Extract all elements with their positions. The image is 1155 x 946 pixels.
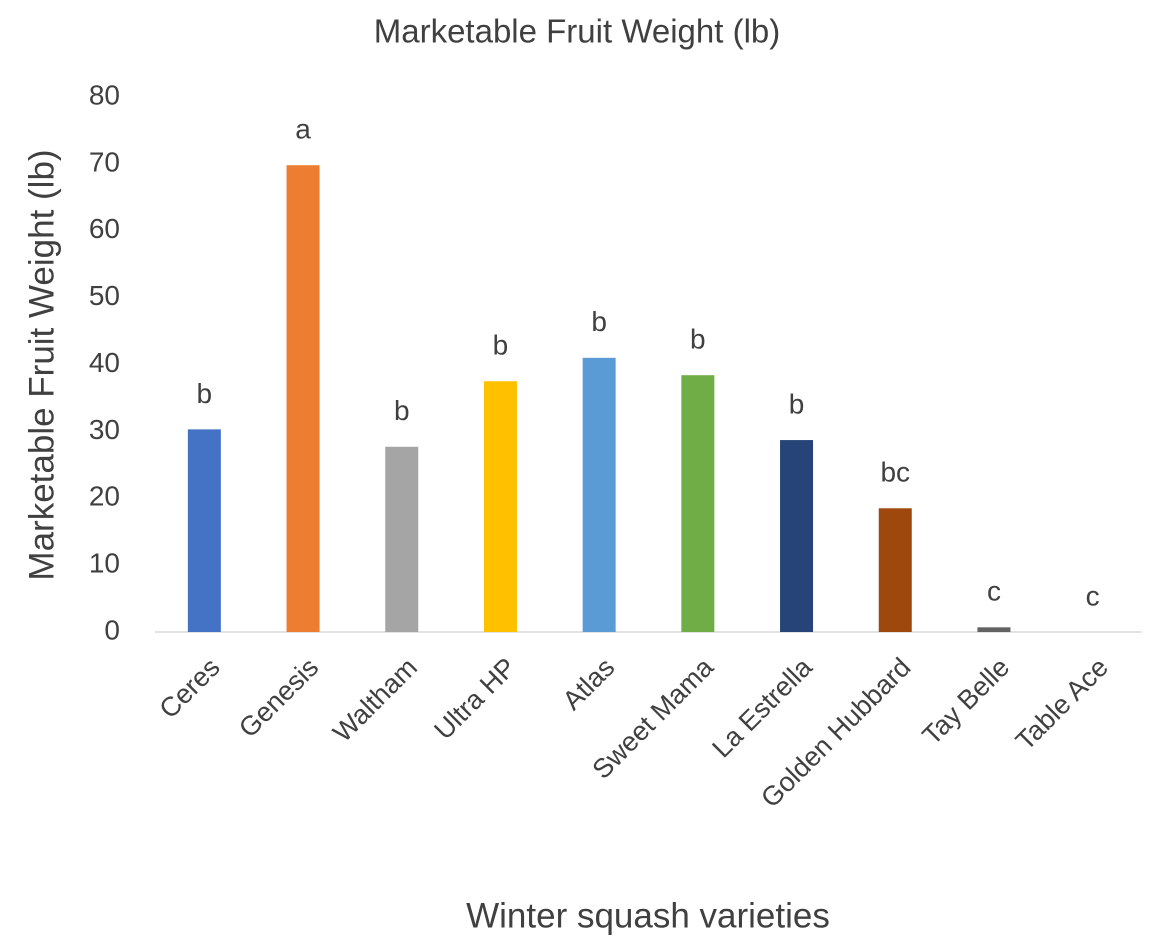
x-tick-label: Ultra HP [428,652,521,745]
y-tick-label: 60 [89,213,120,244]
bar-annotation: bc [880,457,910,488]
y-tick-label: 80 [89,79,120,110]
bar-annotation: c [1086,580,1100,611]
bar-annotation: b [789,388,805,419]
bar-annotation: b [690,324,706,355]
x-tick-label: Ceres [153,652,225,724]
bar-annotation: b [591,306,607,337]
bar [385,446,419,632]
x-tick-label: Waltham [327,652,423,748]
y-tick-label: 50 [89,280,120,311]
bar [483,381,517,632]
y-tick-label: 70 [89,146,120,177]
chart-title: Marketable Fruit Weight (lb) [374,13,781,50]
bar [977,627,1011,632]
bar [878,508,912,632]
bar [187,429,221,632]
bar [286,165,320,632]
bar [780,440,814,632]
y-tick-label: 0 [104,614,120,645]
bar-annotation: b [493,330,509,361]
x-axis-label: Winter squash varieties [466,896,830,935]
x-tick-label: Atlas [557,652,621,716]
bar-annotation: c [987,576,1001,607]
y-tick-label: 30 [89,414,120,445]
x-tick-label: Tay Belle [917,652,1016,751]
y-tick-label: 20 [89,481,120,512]
bar-annotation: a [295,114,311,145]
y-axis-label: Marketable Fruit Weight (lb) [22,149,61,580]
bar [681,375,715,632]
bar-annotation: b [197,378,213,409]
bar-annotation: b [394,395,410,426]
x-tick-label: Table Ace [1010,652,1114,756]
x-tick-label: Genesis [233,652,324,743]
bar [582,357,616,632]
y-tick-label: 40 [89,347,120,378]
y-tick-label: 10 [89,548,120,579]
